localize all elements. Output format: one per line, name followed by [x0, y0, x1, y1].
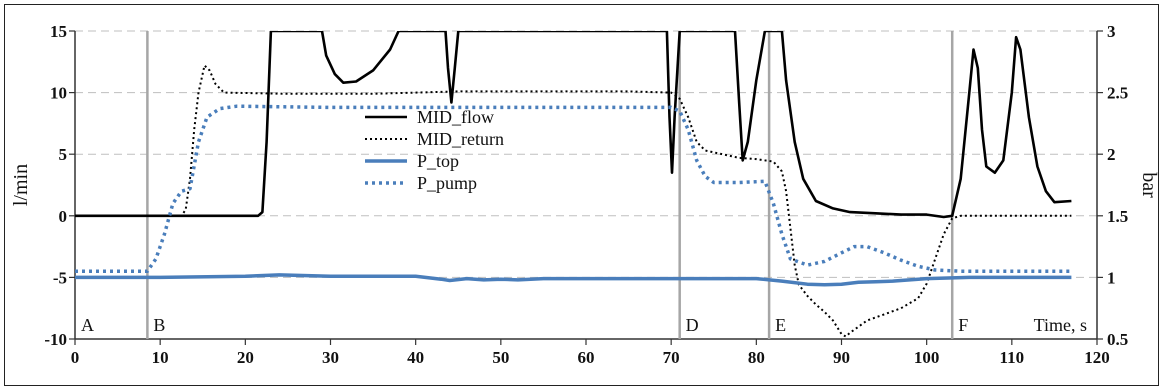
series-line-p-pump — [75, 104, 1072, 273]
legend-label: MID_flow — [417, 107, 494, 127]
y-left-axis-title: l/min — [10, 164, 32, 206]
x-axis-title: Time, s — [1034, 315, 1087, 335]
x-tick-label: 120 — [1084, 348, 1110, 367]
chart: 0 10 20 30 40 50 60 70 80 90 100 110 120 -10 -5 0 5 10 15 0… — [10, 22, 1160, 367]
phase-marker-label: E — [775, 315, 786, 335]
series-line-mid-flow — [75, 31, 1072, 219]
y-right-axis-title: bar — [1138, 172, 1160, 198]
y-right-tick-label: 1 — [1107, 268, 1116, 287]
y-right-tick-label: 3 — [1107, 22, 1116, 41]
x-tick-label: 40 — [407, 348, 424, 367]
legend-label: MID_return — [417, 129, 504, 149]
x-tick-label: 110 — [1000, 348, 1025, 367]
phase-marker-label: A — [81, 315, 94, 335]
y-left-tick-label: 0 — [59, 207, 68, 226]
y-right-tick-label: 0.5 — [1107, 330, 1128, 349]
phase-marker-label: F — [958, 315, 968, 335]
y-right-tick-label: 1.5 — [1107, 207, 1128, 226]
y-right-tick-label: 2 — [1107, 145, 1116, 164]
chart-frame: 0 10 20 30 40 50 60 70 80 90 100 110 120 -10 -5 0 5 10 15 0… — [4, 4, 1160, 386]
y-right-tick-label: 2.5 — [1107, 84, 1128, 103]
y-left-tick-label: 15 — [50, 22, 67, 41]
series-layer — [75, 31, 1072, 338]
x-tick-label: 60 — [578, 348, 595, 367]
series-line-mid-return — [75, 64, 1072, 338]
x-tick-label: 30 — [322, 348, 339, 367]
y-left-tick-label: 5 — [59, 145, 68, 164]
y-left-tick-label: -5 — [53, 268, 67, 287]
legend-label: P_pump — [417, 173, 477, 193]
x-tick-label: 70 — [663, 348, 680, 367]
x-tick-label: 0 — [71, 348, 80, 367]
phase-marker-label: B — [153, 315, 165, 335]
y-left-tick-label: 10 — [50, 84, 67, 103]
x-tick-label: 20 — [237, 348, 254, 367]
phase-marker-label: D — [686, 315, 699, 335]
axis-layer: 0 10 20 30 40 50 60 70 80 90 100 110 120 -10 -5 0 5 10 15 0… — [10, 22, 1160, 367]
legend-label: P_top — [417, 151, 459, 171]
x-tick-label: 10 — [152, 348, 169, 367]
grid-layer — [75, 30, 1097, 278]
x-tick-label: 50 — [492, 348, 509, 367]
x-tick-label: 80 — [748, 348, 765, 367]
x-tick-label: 90 — [833, 348, 850, 367]
x-tick-label: 100 — [914, 348, 940, 367]
series-line-p-top — [75, 273, 1072, 287]
y-left-tick-label: -10 — [44, 330, 67, 349]
